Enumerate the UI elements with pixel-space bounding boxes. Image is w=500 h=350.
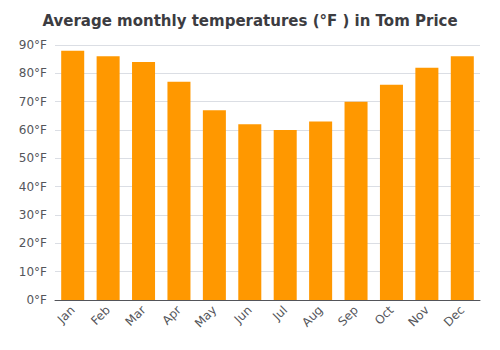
svg-text:70°F: 70°F (19, 95, 47, 109)
svg-text:Jun: Jun (231, 303, 255, 327)
svg-text:Jul: Jul (269, 303, 290, 324)
svg-text:20°F: 20°F (19, 236, 47, 250)
svg-text:0°F: 0°F (26, 293, 47, 307)
svg-text:40°F: 40°F (19, 180, 47, 194)
svg-text:Sep: Sep (335, 303, 361, 329)
svg-text:10°F: 10°F (19, 265, 47, 279)
svg-text:Average monthly temperatures (: Average monthly temperatures (°F ) in To… (42, 12, 457, 30)
svg-text:Feb: Feb (88, 303, 113, 328)
svg-text:Aug: Aug (299, 303, 325, 329)
svg-text:90°F: 90°F (19, 38, 47, 52)
svg-text:60°F: 60°F (19, 123, 47, 137)
svg-text:80°F: 80°F (19, 66, 47, 80)
svg-text:Jan: Jan (54, 303, 78, 327)
svg-text:Nov: Nov (405, 303, 431, 329)
svg-text:30°F: 30°F (19, 208, 47, 222)
svg-text:Apr: Apr (159, 303, 184, 328)
svg-text:Oct: Oct (372, 303, 397, 328)
svg-text:50°F: 50°F (19, 151, 47, 165)
svg-text:May: May (192, 303, 219, 330)
svg-text:Mar: Mar (123, 303, 149, 329)
svg-text:Dec: Dec (441, 303, 467, 329)
